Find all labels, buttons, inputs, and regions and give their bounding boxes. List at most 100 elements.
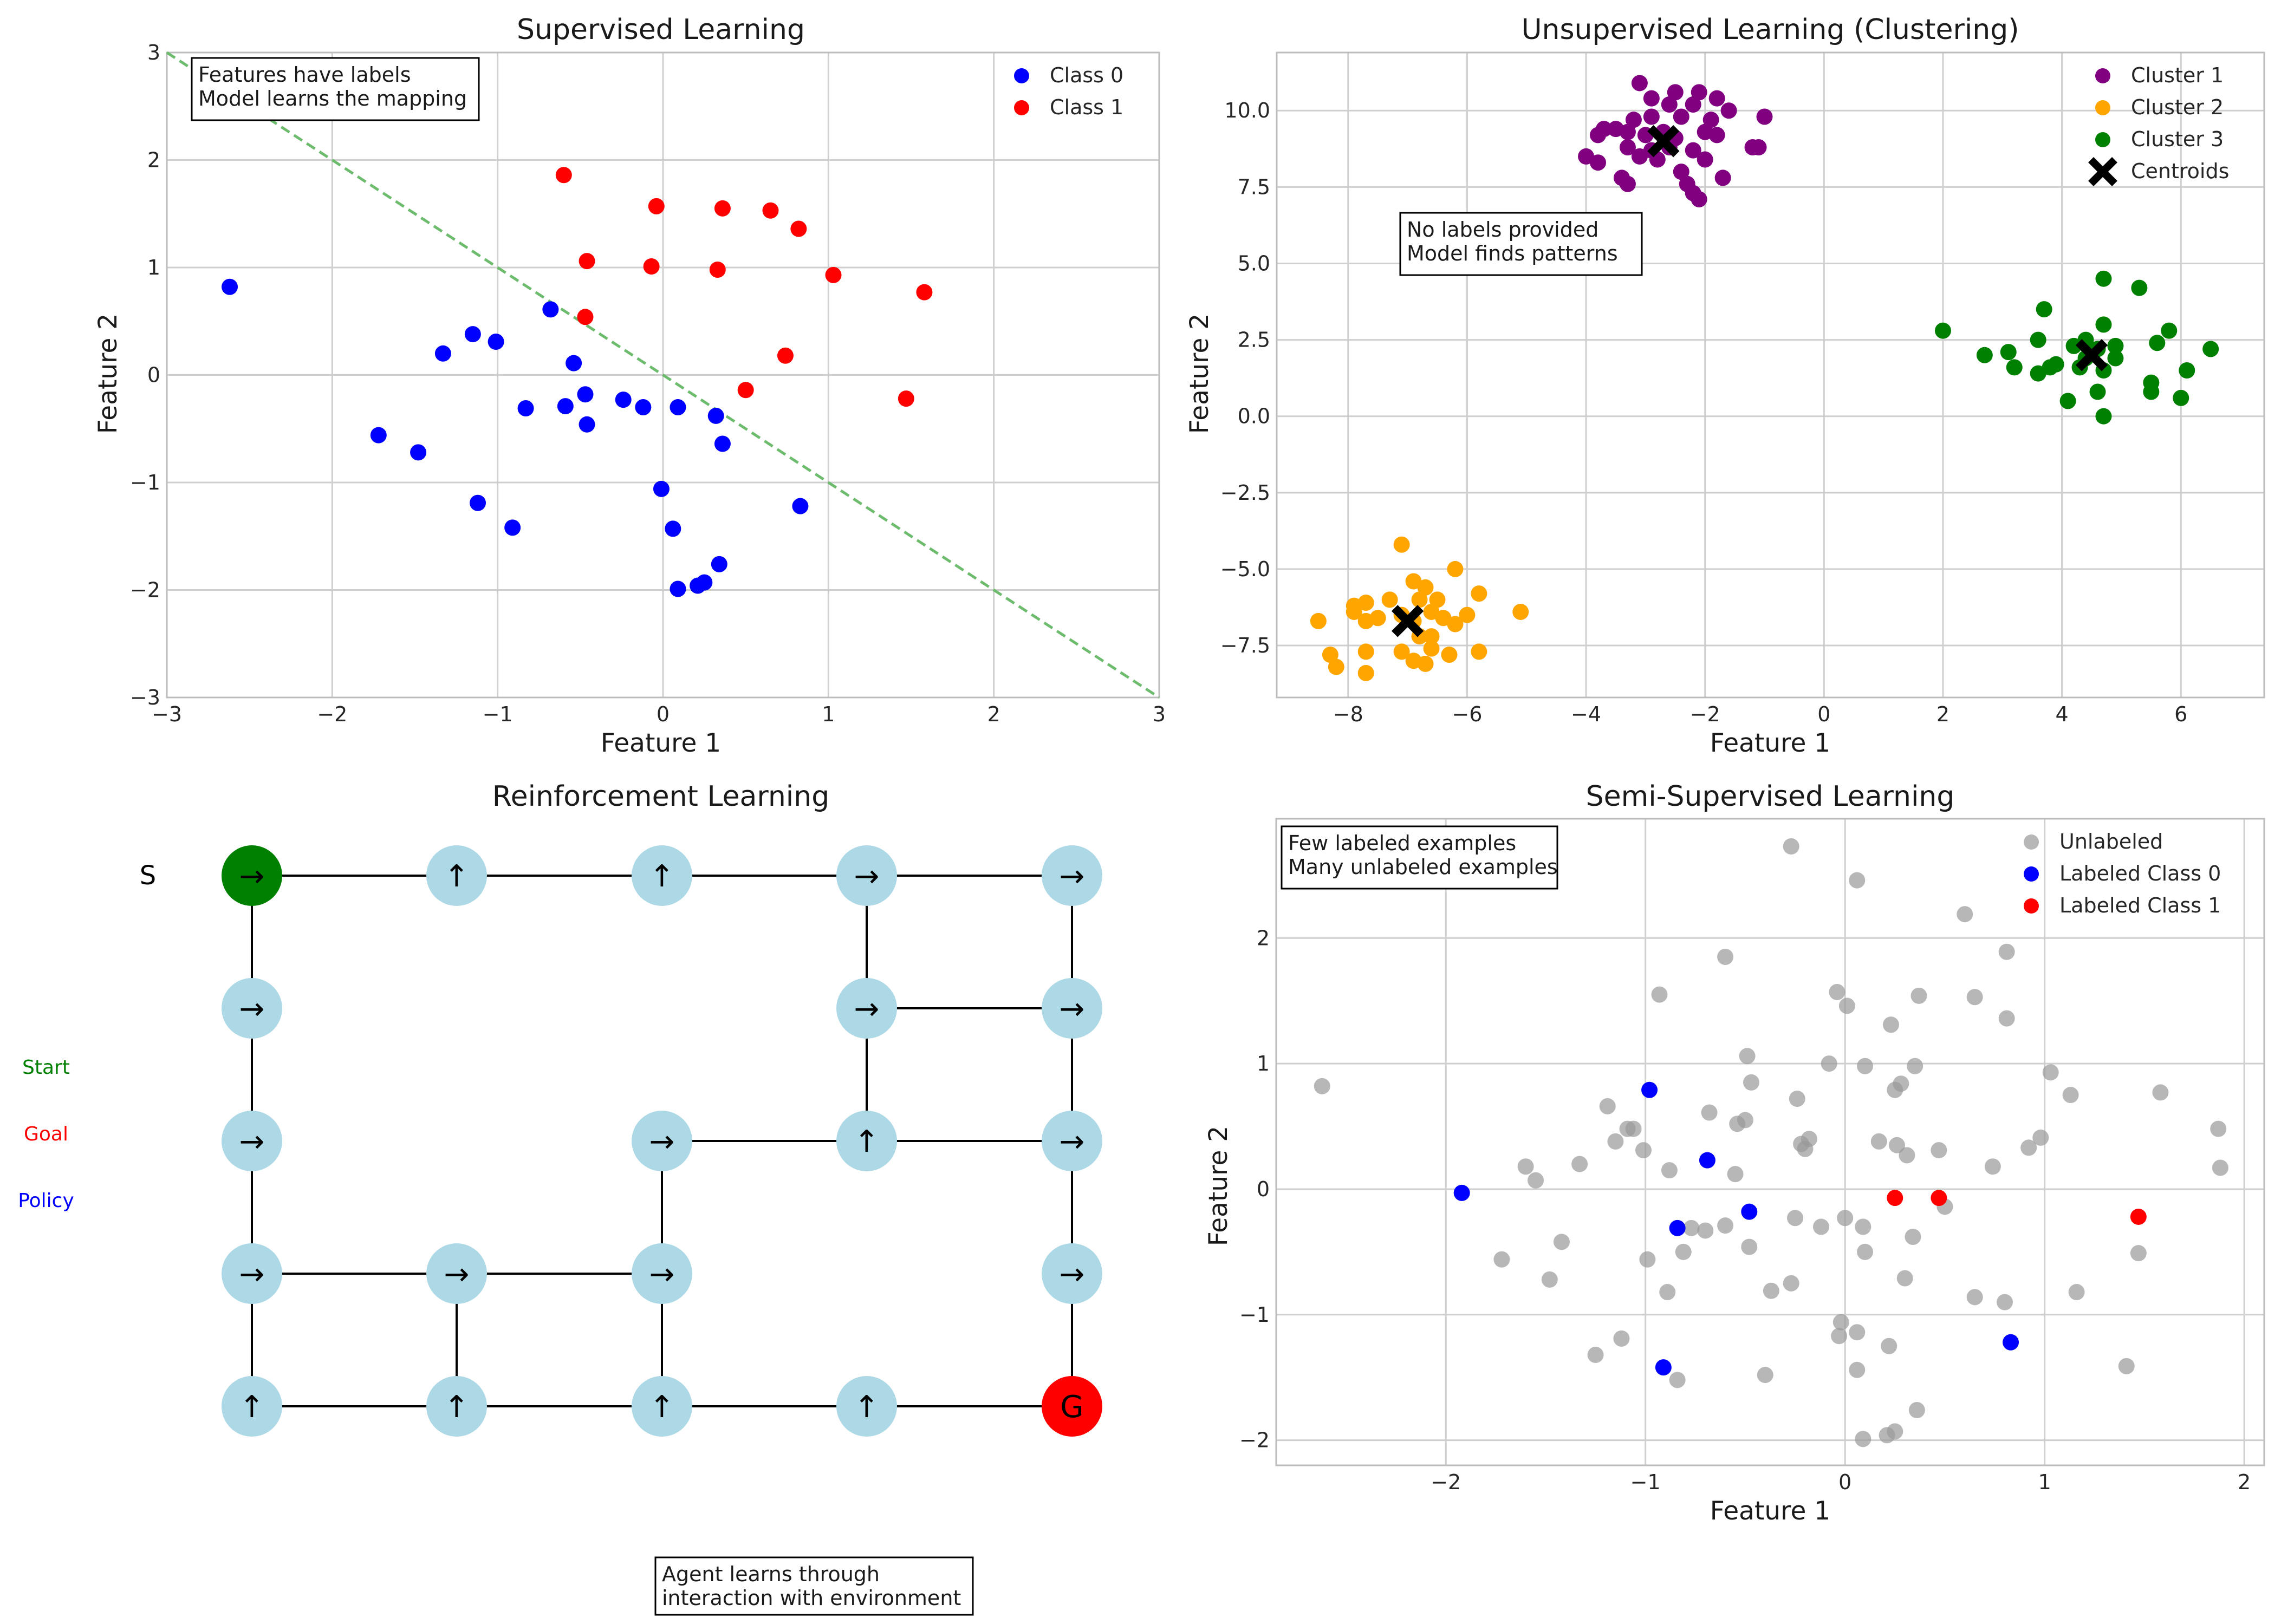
annotation-line: interaction with environment xyxy=(662,1586,961,1610)
state-circle xyxy=(222,1111,282,1171)
data-point xyxy=(1453,1184,1470,1201)
data-point xyxy=(643,258,660,275)
data-point xyxy=(2095,408,2112,425)
supervised-y-tick-label: 1 xyxy=(147,256,160,279)
unsupervised-y-tick-label: 5.0 xyxy=(1238,251,1270,275)
state-circle xyxy=(222,978,282,1039)
supervised-learning-panel: Supervised Learning Feature 1 Feature 2 … xyxy=(93,14,1166,758)
state-circle xyxy=(632,845,692,906)
data-point xyxy=(1984,1158,2001,1175)
data-point xyxy=(1357,612,1374,629)
data-point xyxy=(1789,1091,1805,1107)
data-point xyxy=(1667,84,1684,101)
supervised-x-tick-label: −1 xyxy=(483,702,513,726)
unsupervised-legend: Cluster 1 Cluster 2 Cluster 3 Centroids xyxy=(2088,63,2229,186)
supervised-series-class-1 xyxy=(555,167,933,407)
data-point xyxy=(1517,1158,1534,1175)
data-point xyxy=(2032,1129,2049,1146)
supervised-title: Supervised Learning xyxy=(517,14,805,46)
state-circle xyxy=(836,1376,897,1437)
semi-supervised-x-axis-label: Feature 1 xyxy=(1710,1496,1830,1526)
grid-node-n22: → xyxy=(632,1111,692,1171)
semi-supervised-series-unlabeled xyxy=(1314,838,2228,1447)
data-point xyxy=(1855,1218,1871,1235)
data-point xyxy=(709,261,726,278)
annotation-box xyxy=(654,1556,974,1616)
data-point xyxy=(555,167,572,184)
state-circle xyxy=(632,1376,692,1437)
data-point xyxy=(1783,1275,1799,1292)
data-point xyxy=(1931,1190,1947,1206)
data-point xyxy=(898,390,914,407)
data-point xyxy=(1328,658,1344,675)
data-point xyxy=(1590,154,1607,171)
data-point xyxy=(1888,1137,1905,1153)
grid-node-n01: ↑ xyxy=(426,845,487,906)
policy-arrow-label: → xyxy=(239,1124,265,1159)
policy-arrow-label: ↑ xyxy=(854,1390,880,1425)
unsupervised-y-tick-label: −7.5 xyxy=(1220,634,1270,657)
data-point xyxy=(488,333,504,350)
data-point xyxy=(1849,1324,1866,1341)
data-point xyxy=(1447,560,1464,577)
data-point xyxy=(648,198,665,214)
data-point xyxy=(2030,365,2046,382)
legend-label: Cluster 3 xyxy=(2131,127,2224,151)
data-point xyxy=(665,520,681,537)
semi-supervised-y-axis-label: Feature 2 xyxy=(1204,1126,1233,1246)
state-circle xyxy=(632,1111,692,1171)
grid-node-n10: → xyxy=(222,978,282,1039)
policy-arrow-label: ↑ xyxy=(854,1124,880,1159)
data-point xyxy=(1887,1190,1903,1206)
grid-node-n04: → xyxy=(1042,845,1102,906)
unsupervised-y-tick-label: 10.0 xyxy=(1224,99,1270,122)
supervised-plot-area: −3 −2 −1 0 1 2 3 −3 −2 −1 0 1 2 3 Class 0 Class 1 Featur… xyxy=(130,41,1166,726)
policy-arrow-label: → xyxy=(1060,992,1085,1027)
data-point xyxy=(1357,643,1374,660)
supervised-x-tick-label: 1 xyxy=(822,702,835,726)
data-point xyxy=(1641,1081,1658,1098)
policy-arrow-label: → xyxy=(649,1124,675,1159)
centroid-marker xyxy=(1391,605,1424,637)
rl-legend-policy: Policy xyxy=(18,1190,74,1212)
semi-supervised-plot-area: −2 −1 0 1 2 −2 −1 0 1 2 Unlabeled Labeled Class 0 La… xyxy=(1239,818,2265,1494)
unsupervised-y-tick-label: 0.0 xyxy=(1238,405,1270,428)
data-point xyxy=(1714,169,1731,186)
data-point xyxy=(222,278,238,295)
legend-marker xyxy=(2024,898,2039,914)
data-point xyxy=(1651,986,1668,1003)
annotation-line: Few labeled examples xyxy=(1288,831,1516,855)
supervised-y-tick-label: 3 xyxy=(147,41,160,64)
data-point xyxy=(542,301,559,318)
policy-arrow-label: ↑ xyxy=(444,859,470,894)
data-point xyxy=(2095,316,2112,333)
data-point xyxy=(777,347,794,364)
data-point xyxy=(1893,1075,1909,1092)
data-point xyxy=(470,494,486,511)
legend-marker xyxy=(2024,834,2039,850)
data-point xyxy=(1702,112,1719,128)
reinforcement-title: Reinforcement Learning xyxy=(492,780,829,813)
state-circle xyxy=(632,1243,692,1304)
reinforcement-learning-panel: Reinforcement Learning → ↑ ↑ → → → → → → → ↑ → → → → → ↑… xyxy=(18,780,1102,1616)
semi-supervised-y-tick-label: 2 xyxy=(1257,926,1270,950)
legend-marker xyxy=(2095,132,2110,147)
data-point xyxy=(1934,322,1951,339)
data-point xyxy=(2095,270,2112,287)
data-point xyxy=(2131,279,2148,296)
data-point xyxy=(1655,1359,1672,1376)
legend-label: Centroids xyxy=(2131,159,2229,183)
supervised-series-class-0 xyxy=(222,278,809,597)
unsupervised-x-tick-label: 6 xyxy=(2174,702,2187,726)
data-point xyxy=(2107,337,2124,354)
data-point xyxy=(370,427,387,443)
semi-supervised-x-tick-label: −1 xyxy=(1630,1470,1661,1494)
policy-arrow-label: ↑ xyxy=(444,1390,470,1425)
data-point xyxy=(1673,108,1689,125)
data-point xyxy=(1910,987,1927,1004)
policy-arrow-label: → xyxy=(239,1257,265,1292)
policy-arrow-label: → xyxy=(239,992,265,1027)
data-point xyxy=(1631,148,1648,165)
unsupervised-x-tick-label: 4 xyxy=(2056,702,2069,726)
legend-label: Unlabeled xyxy=(2059,830,2163,853)
